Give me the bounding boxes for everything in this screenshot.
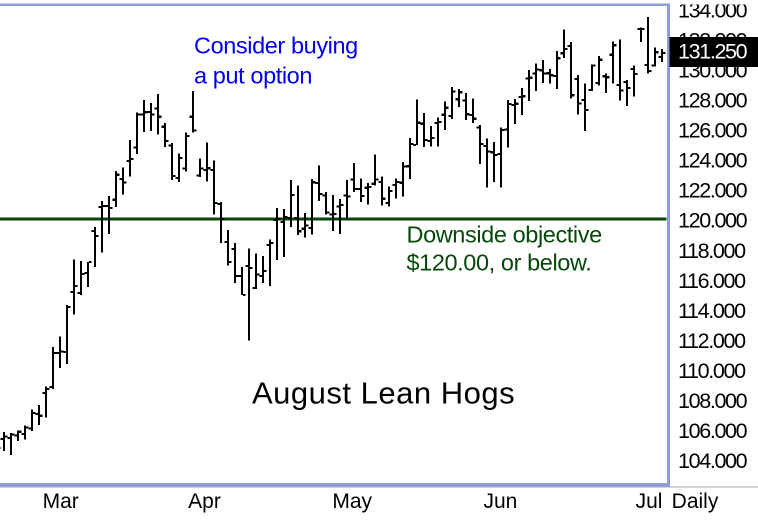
svg-text:122.000: 122.000: [678, 179, 748, 203]
svg-text:106.000: 106.000: [678, 419, 748, 443]
svg-text:120.000: 120.000: [678, 209, 748, 233]
svg-text:May: May: [332, 490, 372, 513]
svg-text:Mar: Mar: [43, 490, 79, 513]
svg-text:110.000: 110.000: [678, 359, 746, 383]
svg-text:Jul: Jul: [636, 490, 663, 513]
svg-text:Consider buying: Consider buying: [194, 33, 358, 59]
svg-text:134.000: 134.000: [678, 0, 748, 22]
svg-text:116.000: 116.000: [678, 269, 746, 293]
svg-text:114.000: 114.000: [678, 299, 746, 323]
svg-text:124.000: 124.000: [678, 149, 748, 173]
svg-text:126.000: 126.000: [678, 119, 748, 143]
svg-text:Daily: Daily: [672, 490, 719, 513]
svg-text:104.000: 104.000: [678, 449, 748, 473]
svg-text:108.000: 108.000: [678, 389, 748, 413]
svg-text:131.250: 131.250: [678, 39, 748, 63]
svg-text:August Lean Hogs: August Lean Hogs: [252, 376, 515, 411]
svg-text:Jun: Jun: [483, 490, 517, 513]
svg-text:128.000: 128.000: [678, 89, 748, 113]
svg-text:112.000: 112.000: [678, 329, 746, 353]
svg-text:$120.00, or below.: $120.00, or below.: [407, 250, 592, 276]
svg-text:Apr: Apr: [188, 490, 221, 513]
svg-text:118.000: 118.000: [678, 239, 746, 263]
svg-text:a put option: a put option: [194, 63, 312, 89]
svg-text:Downside objective: Downside objective: [407, 222, 603, 248]
